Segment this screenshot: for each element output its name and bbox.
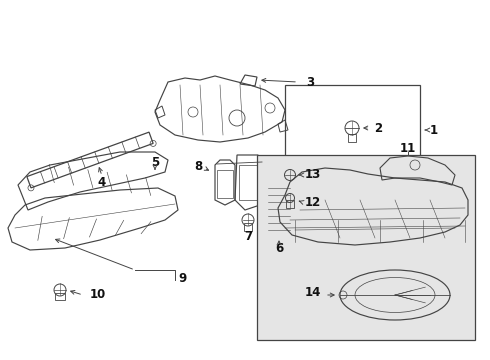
Text: 5: 5 (151, 157, 159, 170)
Text: 7: 7 (244, 230, 252, 243)
Text: 3: 3 (306, 76, 314, 89)
Text: 11: 11 (400, 141, 416, 154)
Bar (285, 85, 420, 175)
Bar (348, 134, 356, 142)
Bar (239, 165, 257, 200)
Bar (257, 155, 475, 340)
Text: 6: 6 (275, 242, 283, 255)
Text: 8: 8 (194, 159, 202, 172)
Text: 9: 9 (178, 271, 186, 284)
Text: 1: 1 (430, 123, 438, 136)
Bar (244, 223, 252, 231)
Bar (286, 200, 294, 208)
Text: 14: 14 (305, 287, 321, 300)
Text: 13: 13 (305, 168, 321, 181)
Text: 4: 4 (98, 175, 106, 189)
Bar (217, 170, 233, 198)
Text: 2: 2 (374, 122, 382, 135)
Text: 10: 10 (90, 288, 106, 302)
Bar (55, 293, 65, 300)
Text: 12: 12 (305, 195, 321, 208)
Bar (268, 182, 290, 237)
